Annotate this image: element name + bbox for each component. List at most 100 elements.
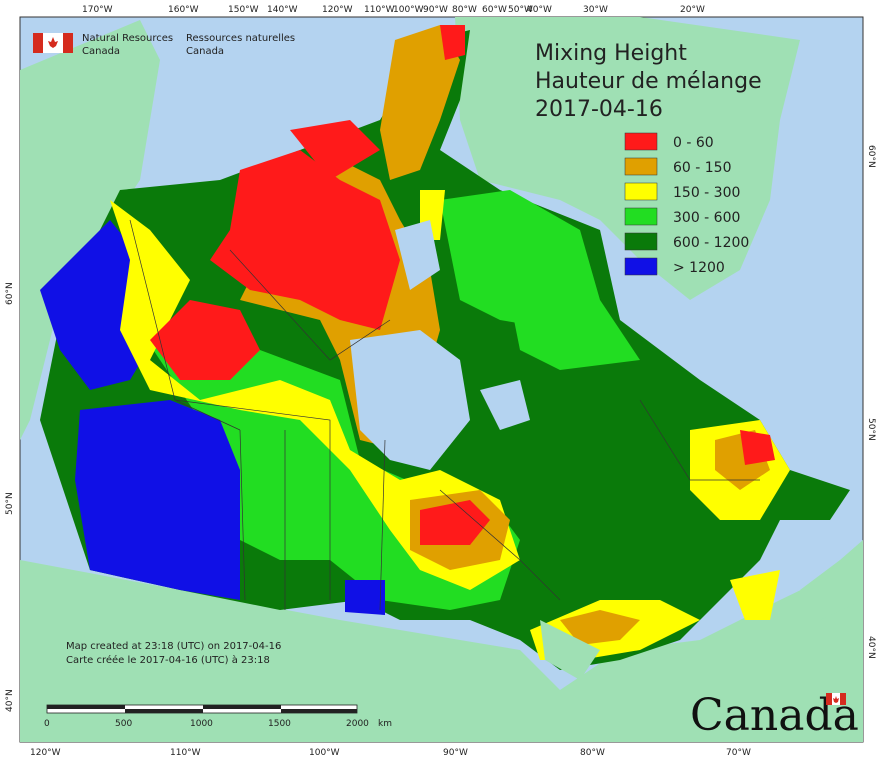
right-tick-label: 60°N (866, 145, 876, 168)
legend-swatch (624, 232, 658, 251)
top-tick-label: 120°W (322, 5, 353, 15)
right-axis: 60°N 50°N 40°N (866, 145, 876, 659)
legend-label: 150 - 300 (673, 185, 740, 201)
top-tick-label: 50°W (508, 5, 533, 15)
top-tick-label: 80°W (452, 5, 477, 15)
alaska-land (20, 20, 160, 440)
zone-0-60-islands (290, 120, 380, 180)
wordmark-flag-left (826, 693, 832, 705)
left-axis: 60°N 50°N 40°N (5, 282, 15, 712)
left-tick-label: 50°N (5, 492, 15, 515)
maple-leaf-icon (48, 37, 58, 48)
zone-0-60-ellesmere-tip (440, 25, 465, 60)
great-lakes-land (540, 620, 600, 680)
title-date: 2017-04-16 (535, 97, 663, 122)
scale-unit: km (378, 719, 392, 729)
map-title: Mixing Height Hauteur de mélange 2017-04… (535, 41, 762, 122)
top-tick-label: 150°W (228, 5, 259, 15)
zone-0-60-labrador (740, 430, 775, 465)
wordmark-maple-leaf-icon (833, 696, 839, 703)
scale-tick-label: 2000 (346, 719, 369, 729)
scale-seg (47, 705, 125, 709)
right-tick-label: 50°N (866, 418, 876, 441)
bottom-tick-label: 100°W (309, 748, 340, 758)
zone-0-60-ontario-north (420, 500, 490, 545)
legend-label: 60 - 150 (673, 160, 732, 176)
zone-60-150-ellesmere (380, 25, 460, 180)
top-tick-label: 20°W (680, 5, 705, 15)
bottom-tick-label: 70°W (726, 748, 751, 758)
provincial-borders (129, 219, 760, 611)
zone-0-60-arctic (210, 150, 400, 330)
wordmark-flag-right (840, 693, 846, 705)
created-en: Map created at 23:18 (UTC) on 2017-04-16 (66, 641, 281, 652)
flag-left-bar (33, 33, 43, 53)
zone-0-60-west (150, 300, 260, 380)
legend-swatch (624, 257, 658, 276)
border-prairies (174, 399, 331, 600)
scale-tick-label: 1500 (268, 719, 291, 729)
top-tick-label: 40°W (527, 5, 552, 15)
top-tick-label: 30°W (583, 5, 608, 15)
bottom-tick-label: 110°W (170, 748, 201, 758)
org-en-line2: Canada (82, 46, 120, 57)
title-line1: Mixing Height (535, 41, 687, 66)
scale-tick-label: 1000 (190, 719, 213, 729)
created-fr: Carte créée le 2017-04-16 (UTC) à 23:18 (66, 654, 270, 666)
org-fr-line1: Ressources naturelles (186, 33, 295, 44)
flag-right-bar (63, 33, 73, 53)
ungava-bay (480, 380, 530, 430)
legend-swatch (624, 182, 658, 201)
legend-label: 0 - 60 (673, 135, 714, 151)
title-line2: Hauteur de mélange (535, 69, 762, 94)
border-bc-ab (239, 429, 246, 601)
border-nunavut (229, 249, 391, 361)
scale-seg (125, 709, 203, 713)
top-tick-label: 100°W (393, 5, 424, 15)
border-mb-on (379, 439, 386, 611)
foxe-basin (395, 220, 440, 290)
legend-label: 300 - 600 (673, 210, 740, 226)
bottom-tick-label: 80°W (580, 748, 605, 758)
scale-seg (281, 709, 357, 713)
zone-60-150-stlawrence (560, 610, 640, 645)
scale-tick-label: 500 (115, 719, 132, 729)
legend-label: 600 - 1200 (673, 235, 749, 251)
zone-gt1200-bc (75, 400, 240, 600)
scale-seg (203, 705, 281, 709)
usa-land (20, 560, 863, 742)
top-tick-label: 140°W (267, 5, 298, 15)
scale-tick-label: 0 (44, 719, 50, 729)
legend-swatch (624, 157, 658, 176)
right-tick-label: 40°N (866, 636, 876, 659)
border-on-qc (439, 489, 561, 601)
top-axis: 170°W 160°W 150°W 140°W 120°W 110°W 100°… (82, 5, 705, 15)
legend-swatch (624, 207, 658, 226)
left-tick-label: 60°N (5, 282, 15, 305)
top-tick-label: 90°W (423, 5, 448, 15)
bottom-tick-label: 120°W (30, 748, 61, 758)
zone-300-600-arctic-east (440, 190, 600, 330)
legend-swatch (624, 132, 658, 151)
bottom-tick-label: 90°W (443, 748, 468, 758)
hudson-bay (350, 330, 470, 470)
top-tick-label: 60°W (482, 5, 507, 15)
top-tick-label: 110°W (364, 5, 395, 15)
scale-bar: 0 500 1000 1500 2000 km (44, 704, 392, 729)
newfoundland-land (800, 540, 863, 620)
legend: 0 - 60 60 - 150 150 - 300 300 - 600 600 - 12… (624, 132, 749, 276)
canada-wordmark: Canada (690, 690, 859, 741)
top-tick-label: 170°W (82, 5, 113, 15)
bottom-axis: 120°W 110°W 100°W 90°W 80°W 70°W (30, 748, 751, 758)
legend-label: > 1200 (673, 260, 725, 276)
zone-150-300-band (110, 200, 520, 590)
top-tick-label: 160°W (168, 5, 199, 15)
org-fr-line2: Canada (186, 46, 224, 57)
org-en-line1: Natural Resources (82, 33, 173, 44)
border-qc-lab (639, 399, 760, 481)
zone-gt1200-south (345, 580, 385, 615)
map-footer: Map created at 23:18 (UTC) on 2017-04-16… (66, 641, 281, 666)
left-tick-label: 40°N (5, 689, 15, 712)
nrcan-header: Natural Resources Canada Ressources natu… (33, 33, 295, 57)
